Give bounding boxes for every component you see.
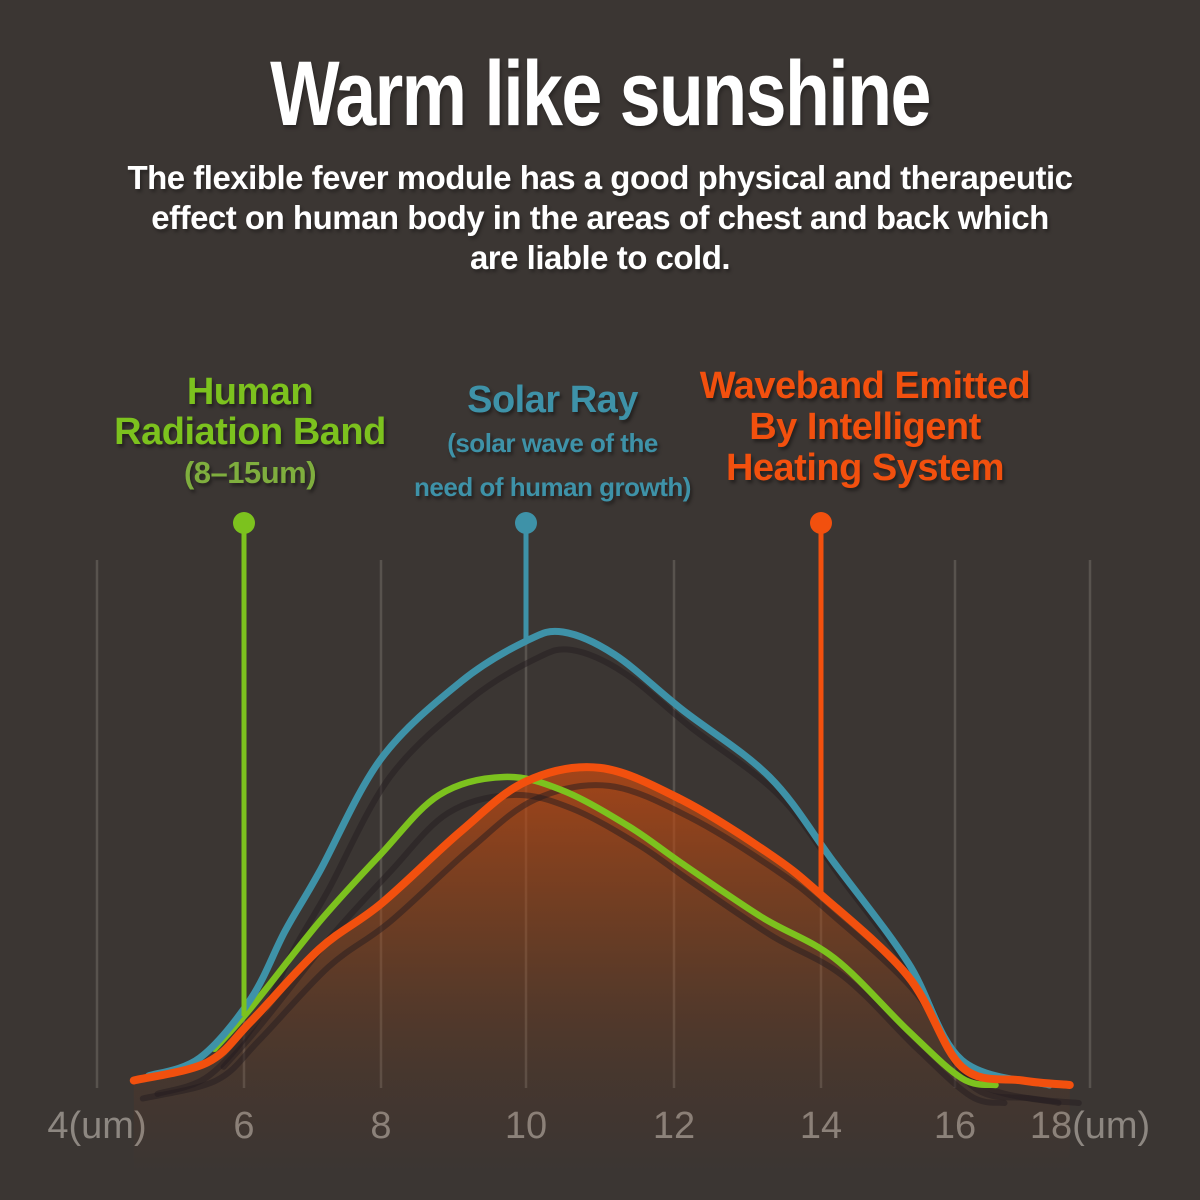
solar-curve xyxy=(145,627,1053,1089)
subtitle-line-1: The flexible fever module has a good phy… xyxy=(127,159,1073,196)
legend-solar-note-line-2: need of human growth) xyxy=(414,472,691,502)
heating-marker-dot xyxy=(810,512,832,534)
solar-marker-dot xyxy=(515,512,537,534)
legend-human-range-note: (8–15um) xyxy=(183,455,317,490)
subtitle: The flexible fever module has a good phy… xyxy=(0,158,1200,278)
legend-solar-ray: Solar Ray (solar wave of the need of hum… xyxy=(400,380,705,508)
legend-solar-title: Solar Ray xyxy=(467,379,638,421)
legend-human-line-1: Human xyxy=(186,371,314,413)
heating-glow-fill xyxy=(133,767,1070,1172)
human-curve xyxy=(211,773,999,1089)
subtitle-line-2: effect on human body in the areas of che… xyxy=(151,199,1049,236)
heating-curve xyxy=(129,763,1074,1089)
legend-heating-line-1: Waveband Emitted xyxy=(699,365,1031,407)
x-tick-label-4: 4(um) xyxy=(47,1105,146,1147)
page-title: Warm like sunshine xyxy=(270,43,931,145)
legend-human-radiation-band: Human Radiation Band (8–15um) xyxy=(95,372,405,491)
legend-solar-note-line-1: (solar wave of the xyxy=(447,428,658,458)
subtitle-line-3: are liable to cold. xyxy=(469,239,731,276)
legend-heating-waveband: Waveband Emitted By Intelligent Heating … xyxy=(685,366,1045,489)
legend-heating-line-2: By Intelligent xyxy=(749,406,981,448)
human-marker-dot xyxy=(233,512,255,534)
legend-human-line-2: Radiation Band xyxy=(114,411,386,453)
legend-heating-line-3: Heating System xyxy=(725,447,1005,489)
